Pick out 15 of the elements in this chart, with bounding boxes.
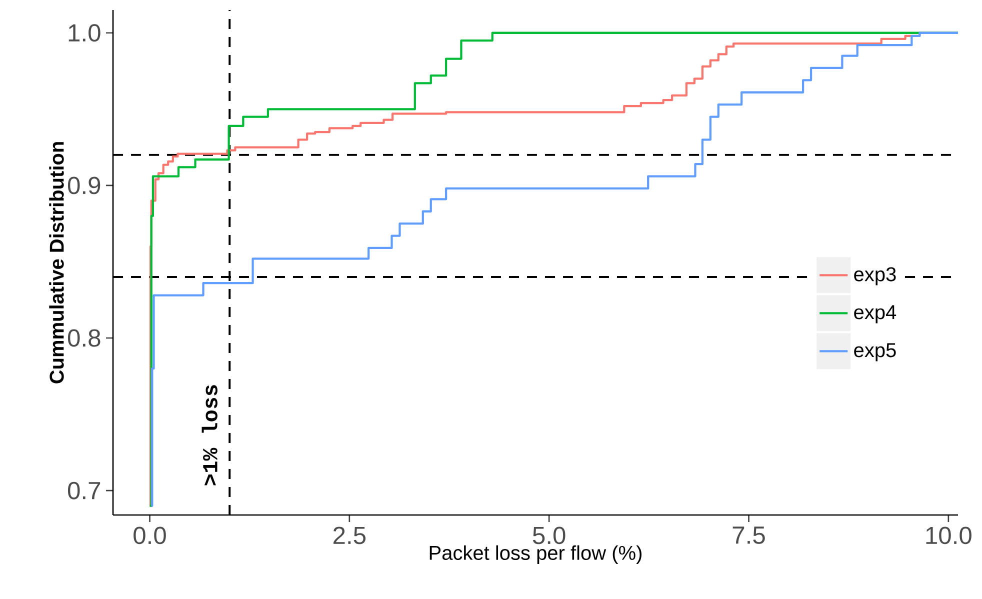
y-tick-label: 0.7 [68, 482, 100, 500]
x-tick-label: 5.0 [532, 526, 566, 544]
y-tick-label: 0.8 [68, 329, 100, 347]
x-tick-label: 7.5 [732, 526, 765, 544]
legend-label: exp3 [854, 267, 896, 286]
legend-label: exp4 [854, 305, 896, 324]
x-tick-label: 0.0 [134, 526, 166, 544]
x-axis-title: Packet loss per flow (%) [430, 545, 642, 564]
y-tick-label: 0.9 [68, 176, 100, 194]
x-tick-label: 2.5 [334, 526, 366, 544]
y-axis-title: Cummulative Distribution [49, 142, 64, 384]
x-tick-label: 10.0 [926, 526, 972, 544]
ref-line-label: >1% loss [202, 385, 218, 486]
y-tick-label: 1.0 [68, 24, 100, 42]
legend-label: exp5 [854, 343, 896, 362]
